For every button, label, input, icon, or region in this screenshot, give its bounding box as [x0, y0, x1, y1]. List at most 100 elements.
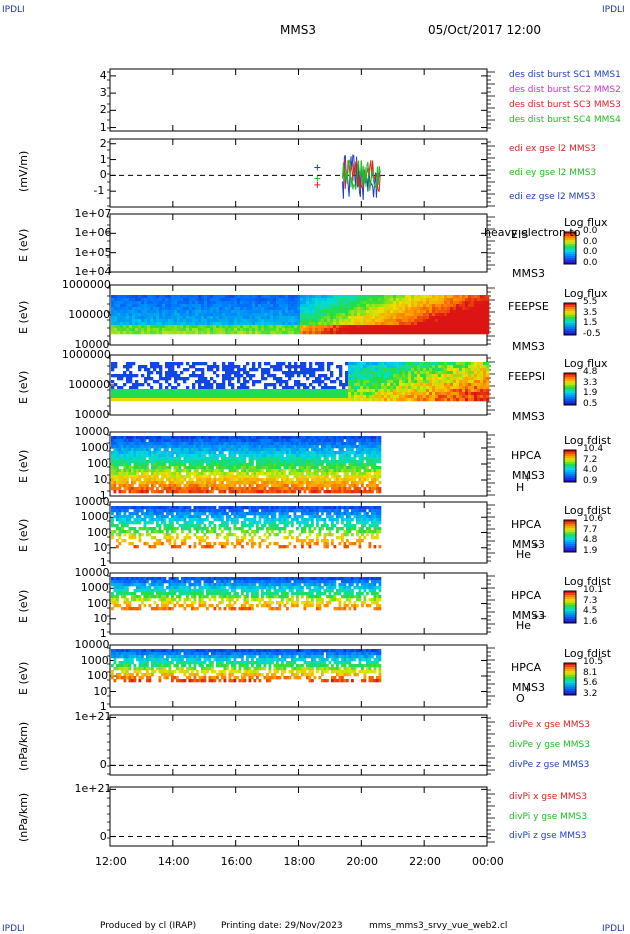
spectrogram-cell	[192, 304, 196, 308]
spectrogram-cell	[276, 439, 279, 443]
spectrogram-cell	[462, 310, 466, 314]
spectrogram-cell	[417, 319, 421, 323]
spectrogram-cell	[459, 319, 463, 323]
spectrogram-cell	[399, 383, 403, 387]
spectrogram-cell	[114, 362, 118, 366]
spectrogram-cell	[486, 395, 490, 399]
spectrogram-cell	[249, 398, 253, 402]
spectrogram-cell	[129, 295, 133, 299]
spectrogram-cell	[441, 331, 445, 335]
spectrogram-cell	[324, 298, 328, 302]
spectrogram-cell	[129, 298, 133, 302]
spectrogram-cell	[279, 313, 283, 317]
spectrogram-cell	[313, 436, 317, 440]
spectrogram-cell	[301, 460, 304, 464]
spectrogram-cell	[174, 301, 178, 305]
spectrogram-cell	[477, 319, 481, 323]
spectrogram-cell	[417, 374, 421, 378]
spectrogram-cell	[211, 436, 214, 440]
spectrogram-cell	[218, 448, 222, 452]
spectrogram-cell	[221, 469, 224, 473]
spectrogram-cell	[117, 301, 121, 305]
spectrogram-cell	[348, 377, 352, 381]
spectrogram-cell	[301, 466, 304, 470]
spectrogram-cell	[297, 298, 301, 302]
colorbar-swatch	[564, 454, 576, 457]
spectrogram-cell	[483, 310, 487, 314]
spectrogram-cell	[414, 316, 418, 320]
spectrogram-cell	[206, 469, 209, 473]
spectrogram-cell	[218, 478, 222, 482]
spectrogram-cell	[306, 451, 309, 455]
spectrogram-cell	[111, 301, 115, 305]
spectrogram-cell	[221, 481, 224, 485]
colorbar-swatch	[564, 548, 576, 551]
spectrogram-cell	[146, 481, 149, 485]
spectrogram-cell	[251, 436, 254, 440]
spectrogram-cell	[201, 331, 205, 335]
spectrogram-cell	[291, 451, 294, 455]
spectrogram-cell	[326, 460, 329, 464]
spectrogram-cell	[281, 472, 284, 476]
colorbar-swatch	[564, 317, 576, 320]
spectrogram-cell	[126, 463, 129, 467]
spectrogram-cell	[465, 301, 469, 305]
spectrogram-cell	[297, 301, 301, 305]
spectrogram-cell	[261, 325, 265, 329]
spectrogram-cell	[363, 331, 367, 335]
spectrogram-cell	[126, 310, 130, 314]
spectrogram-cell	[225, 368, 229, 372]
spectrogram-cell	[183, 301, 187, 305]
spectrogram-cell	[261, 487, 264, 491]
spectrogram-cell	[111, 319, 115, 323]
spectrogram-cell	[111, 439, 114, 443]
spectrogram-cell	[405, 395, 409, 399]
spectrogram-cell	[444, 383, 448, 387]
spectrogram-cell	[297, 322, 301, 326]
spectrogram-cell	[121, 478, 124, 482]
spectrogram-cell	[156, 445, 159, 449]
spectrogram-cell	[183, 398, 187, 402]
spectrogram-cell	[417, 395, 421, 399]
spectrogram-cell	[147, 383, 151, 387]
spectrogram-cell	[168, 365, 172, 369]
spectrogram-cell	[146, 460, 149, 464]
spectrogram-cell	[150, 301, 154, 305]
spectrogram-cell	[163, 457, 167, 461]
spectrogram-cell	[405, 362, 409, 366]
spectrogram-cell	[378, 371, 382, 375]
spectrogram-cell	[195, 304, 199, 308]
spectrogram-cell	[248, 487, 252, 491]
spectrogram-cell	[420, 313, 424, 317]
spectrogram-cell	[474, 295, 478, 299]
spectrogram-cell	[178, 487, 182, 491]
spectrogram-cell	[486, 310, 490, 314]
spectrogram-cell	[363, 386, 367, 390]
spectrogram-cell	[159, 310, 163, 314]
spectrogram-cell	[387, 304, 391, 308]
spectrogram-cell	[321, 445, 324, 449]
spectrogram-cell	[192, 386, 196, 390]
spectrogram-cell	[354, 392, 358, 396]
spectrogram-cell	[231, 365, 235, 369]
spectrogram-cell	[195, 301, 199, 305]
spectrogram-cell	[450, 304, 454, 308]
spectrogram-cell	[308, 469, 312, 473]
spectrogram-cell	[459, 398, 463, 402]
spectrogram-cell	[191, 436, 194, 440]
spectrogram-cell	[276, 487, 279, 491]
spectrogram-cell	[132, 374, 136, 378]
spectrogram-cell	[453, 304, 457, 308]
spectrogram-cell	[180, 307, 184, 311]
spectrogram-cell	[311, 487, 314, 491]
spectrogram-cell	[483, 386, 487, 390]
spectrogram-cell	[312, 304, 316, 308]
spectrogram-cell	[417, 392, 421, 396]
spectrogram-cell	[186, 469, 189, 473]
colorbar-swatch	[564, 609, 576, 612]
spectrogram-cell	[432, 295, 436, 299]
spectrogram-cell	[111, 389, 115, 393]
spectrogram-cell	[369, 301, 373, 305]
spectrogram-cell	[234, 328, 238, 332]
colorbar-swatch	[564, 393, 576, 396]
